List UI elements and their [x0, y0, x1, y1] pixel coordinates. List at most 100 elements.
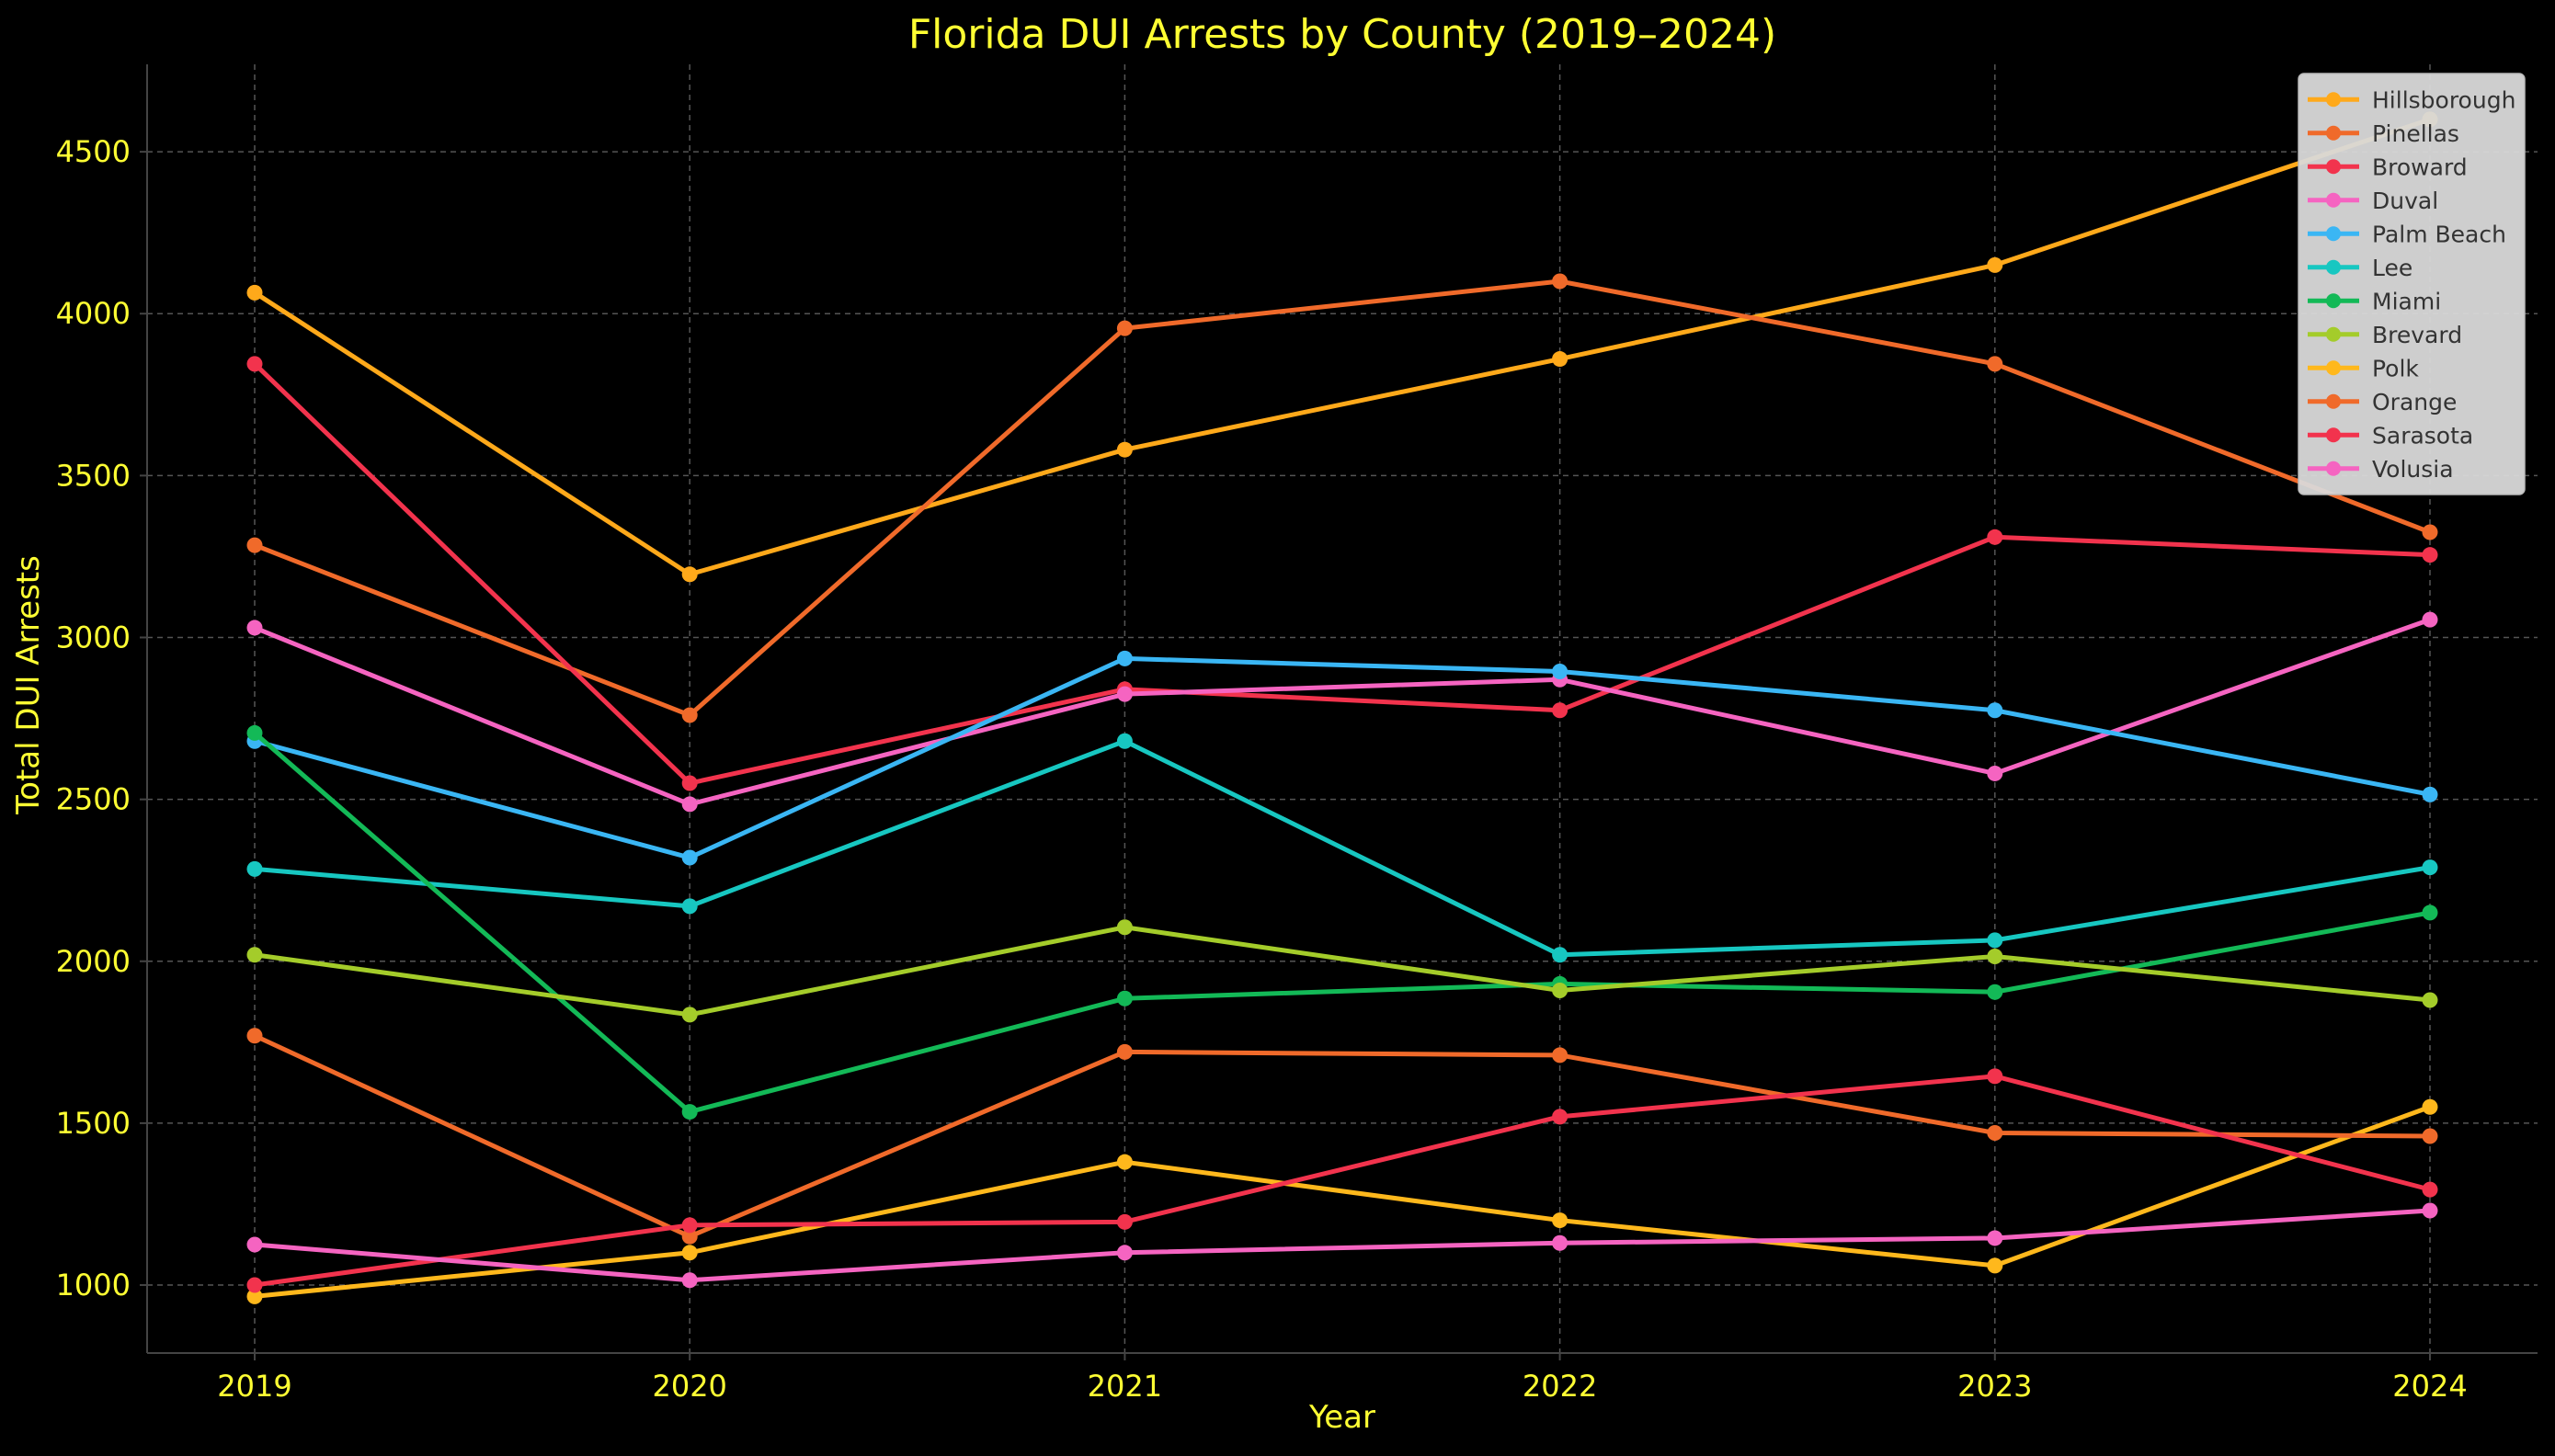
data-point-lee	[246, 860, 263, 877]
data-point-volusia	[681, 1272, 698, 1289]
data-point-pinellas	[1987, 356, 2003, 372]
data-point-broward	[2422, 547, 2438, 563]
data-point-palm-beach	[1552, 663, 1568, 679]
legend-item-volusia: Volusia	[2308, 456, 2454, 483]
legend-item-duval: Duval	[2308, 188, 2438, 214]
x-tick-label: 2023	[1957, 1369, 2032, 1404]
legend-label: Brevard	[2372, 322, 2462, 348]
legend-swatch-marker	[2326, 461, 2341, 476]
data-point-pinellas	[1116, 320, 1133, 336]
series-line-brevard	[252, 925, 2433, 1018]
data-point-polk	[1116, 1154, 1133, 1170]
series-line-pinellas	[252, 279, 2433, 718]
legend-label: Broward	[2372, 154, 2468, 180]
legend-swatch-marker	[2326, 226, 2341, 242]
data-point-orange	[681, 1228, 698, 1245]
data-point-sarasota	[1552, 1109, 1568, 1125]
axes-layer: 1000 1500 2000 2500 3000 3500 4000 4500 2019 2020…	[56, 64, 2538, 1404]
legend-swatch-marker	[2326, 393, 2341, 409]
series-line-hillsborough	[252, 117, 2433, 577]
x-tick-label: 2024	[2392, 1369, 2467, 1404]
legend-swatch-marker	[2326, 259, 2341, 275]
legend-swatch-marker	[2326, 293, 2341, 309]
legend-item-miami: Miami	[2308, 288, 2441, 314]
x-tick-label: 2021	[1088, 1369, 1162, 1404]
legend-item-hillsborough: Hillsborough	[2308, 86, 2515, 113]
data-point-duval	[681, 796, 698, 813]
data-point-miami	[2422, 904, 2438, 921]
data-point-orange	[1116, 1043, 1133, 1060]
legend-label: Lee	[2372, 255, 2412, 281]
legend-swatch-marker	[2326, 326, 2341, 342]
data-point-palm-beach	[1987, 702, 2003, 719]
chart-title: Florida DUI Arrests by County (2019–2024…	[908, 11, 1776, 58]
data-point-palm-beach	[1116, 650, 1133, 666]
data-point-lee	[1116, 733, 1133, 749]
data-point-duval	[1116, 686, 1133, 702]
y-tick-label: 1000	[56, 1268, 131, 1302]
data-point-orange	[246, 1028, 263, 1044]
series-orange	[246, 1028, 2438, 1245]
legend-label: Hillsborough	[2372, 86, 2515, 113]
data-point-volusia	[1987, 1230, 2003, 1246]
series-pinellas	[246, 273, 2438, 723]
legend-swatch-marker	[2326, 192, 2341, 208]
data-point-brevard	[246, 947, 263, 963]
legend-item-broward: Broward	[2308, 154, 2468, 180]
data-point-miami	[1987, 984, 2003, 1000]
legend-item-palm-beach: Palm Beach	[2308, 221, 2506, 247]
y-tick-label: 2500	[56, 782, 131, 817]
y-tick-label: 1500	[56, 1106, 131, 1141]
x-axis-label: Year	[1308, 1399, 1375, 1436]
data-point-duval	[246, 620, 263, 636]
series-volusia	[246, 1202, 2438, 1289]
legend-item-sarasota: Sarasota	[2308, 422, 2473, 449]
legend-item-orange: Orange	[2308, 389, 2457, 415]
data-point-miami	[246, 724, 263, 741]
data-point-pinellas	[681, 707, 698, 723]
series-line-volusia	[252, 1208, 2433, 1283]
series-layer	[246, 111, 2438, 1304]
data-point-polk	[681, 1245, 698, 1261]
legend-swatch-marker	[2326, 427, 2341, 443]
data-point-palm-beach	[2422, 786, 2438, 802]
series-line-polk	[252, 1104, 2433, 1299]
series-brevard	[246, 919, 2438, 1023]
series-line-broward	[252, 361, 2433, 786]
y-tick-label: 2000	[56, 944, 131, 979]
series-polk	[246, 1098, 2438, 1304]
legend-item-pinellas: Pinellas	[2308, 120, 2459, 147]
data-point-pinellas	[2422, 524, 2438, 540]
data-point-hillsborough	[1116, 441, 1133, 458]
data-point-polk	[1552, 1212, 1568, 1229]
y-tick-label: 4000	[56, 296, 131, 331]
data-point-hillsborough	[246, 284, 263, 301]
labels-layer: Florida DUI Arrests by County (2019–2024…	[10, 11, 1776, 1436]
data-point-hillsborough	[1987, 256, 2003, 273]
legend-swatch-marker	[2326, 360, 2341, 376]
legend-label: Orange	[2372, 389, 2457, 415]
data-point-hillsborough	[681, 566, 698, 583]
data-point-polk	[246, 1288, 263, 1304]
series-line-miami	[252, 730, 2433, 1115]
y-tick-label: 4500	[56, 134, 131, 169]
data-point-volusia	[2422, 1202, 2438, 1219]
series-line-orange	[252, 1033, 2433, 1239]
x-tick-label: 2020	[652, 1369, 726, 1404]
series-sarasota	[246, 1068, 2438, 1293]
data-point-palm-beach	[681, 849, 698, 866]
data-point-sarasota	[2422, 1181, 2438, 1198]
data-point-orange	[1552, 1047, 1568, 1064]
legend-label: Palm Beach	[2372, 221, 2506, 247]
y-tick-label: 3500	[56, 458, 131, 493]
data-point-miami	[681, 1104, 698, 1120]
y-tick-label: 3000	[56, 620, 131, 655]
data-point-polk	[2422, 1098, 2438, 1115]
data-point-broward	[681, 775, 698, 791]
data-point-pinellas	[1552, 273, 1568, 290]
series-duval	[246, 611, 2438, 813]
series-line-duval	[252, 617, 2433, 807]
series-lee	[246, 733, 2438, 963]
